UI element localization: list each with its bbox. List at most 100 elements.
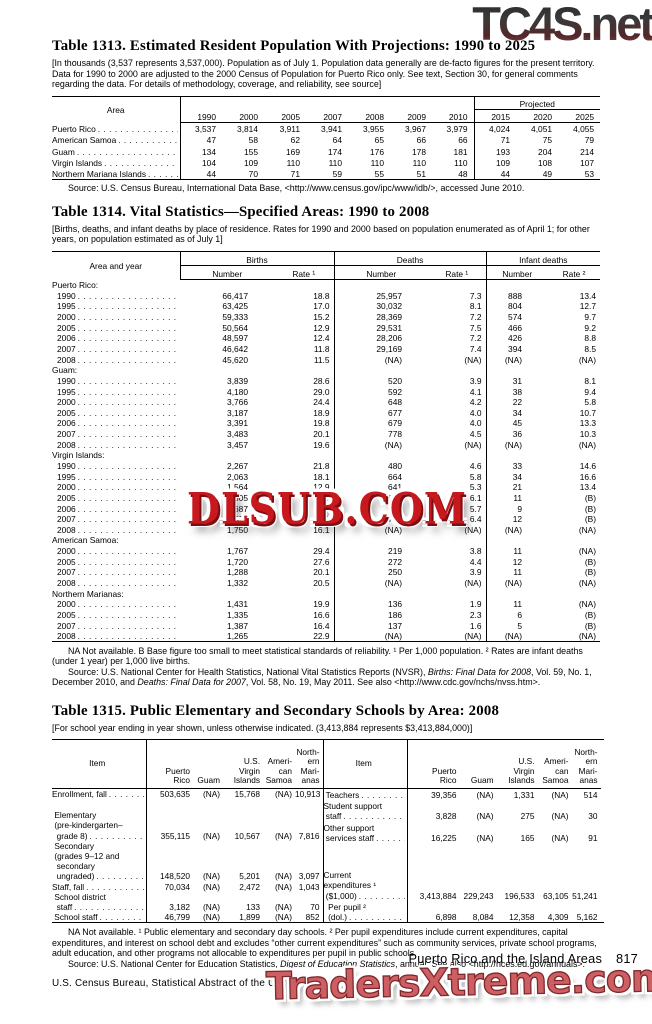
dot-leader: . . . . . . . . . . . . . . . . . . . . … [361,789,405,800]
dot-leader: . . . . . . . . . . . . . . . . . . . . … [77,630,177,641]
column-header-american-samoa: Ameri- can Samoa [537,740,572,789]
table-row: 1995. . . . . . . . . . . . . . . . . . … [57,300,597,312]
column-group-births: Births [180,251,335,266]
watermark-tc4s: TC4S.net [472,0,652,51]
column-header-rate: Rate ¹ [274,265,335,280]
table-row: 2005. . . . . . . . . . . . . . . . . . … [57,322,597,333]
column-header-number: Number [180,265,274,280]
table-row: 2000. . . . . . . . . . . . . . . . . . … [57,396,597,408]
column-header-virgin-islands: U.S. Virgin Islands [223,740,263,789]
dot-leader: . . . . . . . . . . . . . . . . . . . . … [77,578,177,589]
dot-leader: . . . . . . . . . . . . . . . . . . . . … [349,912,405,923]
column-header-year: 1990 [180,109,222,124]
table1315: Item Puerto Rico Guam U.S. Virgin Island… [52,739,604,924]
page-footer: Puerto Rico and the Island Areas 817 [409,951,638,966]
dot-leader: . . . . . . . . . . . . . . . . . . . . … [108,788,144,799]
table-row: Secondary (grades 9–12 and secondary ung… [52,840,320,882]
table-row: 1995. . . . . . . . . . . . . . . . . . … [57,385,597,397]
dot-leader: . . . . . . . . . . . . . . . . . . . . … [148,169,177,180]
dot-leader: . . . . . . . . . . . . . . . . . . . . … [77,397,177,408]
table-row: Other support services staff. . . . . . … [323,821,598,843]
dot-leader: . . . . . . . . . . . . . . . . . . . . … [77,312,177,323]
column-group-infant-deaths: Infant deaths [485,251,601,266]
table-row: 2008. . . . . . . . . . . . . . . . . . … [57,524,597,535]
table-row: 2000. . . . . . . . . . . . . . . . . . … [57,598,597,610]
dot-leader: . . . . . . . . . . . . . . . . . . . . … [77,290,177,301]
table-row: Virgin Islands: [52,449,600,461]
dot-leader: . . . . . . . . . . . . . . . . . . . . … [77,609,177,620]
dot-leader: . . . . . . . . . . . . . . . . . . . . … [77,429,177,440]
table-row: 2005. . . . . . . . . . . . . . . . . . … [57,492,597,503]
column-header-item: Item [323,740,408,789]
table-row: 2008. . . . . . . . . . . . . . . . . . … [57,439,597,450]
table-row: 2005. . . . . . . . . . . . . . . . . . … [57,609,597,620]
dot-leader: . . . . . . . . . . . . . . . . . . . . … [376,832,405,843]
table-row: 2007. . . . . . . . . . . . . . . . . . … [57,566,597,578]
column-header-year: 2015 [473,109,517,124]
table-row: 2000. . . . . . . . . . . . . . . . . . … [57,481,597,493]
table-row: 2006. . . . . . . . . . . . . . . . . . … [57,417,597,429]
column-header-puerto-rico: Puerto Rico [145,740,193,789]
table-row: Virgin Islands. . . . . . . . . . . . . … [52,156,595,169]
table-row: Enrollment, fall. . . . . . . . . . . . … [52,788,321,800]
dot-leader: . . . . . . . . . . . . . . . . . . . . … [99,912,144,923]
dot-leader: . . . . . . . . . . . . . . . . . . . . … [86,881,143,892]
table-row: Northern Mariana Islands. . . . . . . . … [52,168,595,180]
dot-leader: . . . . . . . . . . . . . . . . . . . . … [77,567,177,578]
table-row: Puerto Rico. . . . . . . . . . . . . . .… [52,122,595,134]
column-header-year: 2007 [306,109,348,124]
table-row: 2005. . . . . . . . . . . . . . . . . . … [57,407,597,418]
column-header-year: 2009 [390,109,432,124]
column-header-number: Number [485,265,549,280]
table1313-note: [In thousands (3,537 represents 3,537,00… [52,58,595,90]
table1313-source: Source: U.S. Census Bureau, Internationa… [68,183,525,194]
table-row: 2008. . . . . . . . . . . . . . . . . . … [57,630,597,642]
table-row: Puerto Rico: [52,279,600,291]
table1313: Area Projected 1990 2000 2005 2007 2008 … [52,96,601,181]
table1315-left: Item Puerto Rico Guam U.S. Virgin Island… [52,740,324,923]
table1314-title: Table 1314. Vital Statistics—Specified A… [52,203,430,220]
dot-leader: . . . . . . . . . . . . . . . . . . . . … [96,871,143,882]
table1314-footnotes: NA Not available. B Base figure too smal… [52,646,604,688]
table1315-note: [For school year ending in year shown, u… [52,722,473,733]
column-header-rate: Rate ¹ [428,265,487,280]
table-row: 2007. . . . . . . . . . . . . . . . . . … [57,343,597,354]
dot-leader: . . . . . . . . . . . . . . . . . . . . … [77,386,177,397]
column-header-guam: Guam [193,740,223,789]
column-header-virgin-islands: U.S. Virgin Islands [496,740,538,789]
table1315-source: Source: U.S. National Center for Educati… [68,958,586,969]
table-row: 1990. . . . . . . . . . . . . . . . . . … [57,290,597,301]
dot-leader: . . . . . . . . . . . . . . . . . . . . … [77,439,177,450]
table-row: Guam. . . . . . . . . . . . . . . . . . … [52,145,595,157]
dot-leader: . . . . . . . . . . . . . . . . . . . . … [77,301,177,312]
dot-leader: . . . . . . . . . . . . . . . . . . . . … [77,322,177,333]
table-row: 2007. . . . . . . . . . . . . . . . . . … [57,513,597,525]
dot-leader: . . . . . . . . . . . . . . . . . . . . … [77,418,177,429]
column-header-year: 2020 [516,109,559,124]
table-row: Student support staff. . . . . . . . . .… [323,799,598,822]
table-row: 2000. . . . . . . . . . . . . . . . . . … [57,311,597,323]
table-row: Current expenditures ¹ ($1,000). . . . .… [324,842,601,901]
page-number: 817 [616,951,638,966]
column-header-american-samoa: Ameri- can Samoa [263,740,295,789]
dot-leader: . . . . . . . . . . . . . . . . . . . . … [89,830,144,841]
column-header-northern-marianas: North- ern Mari- anas [295,740,323,789]
dot-leader: . . . . . . . . . . . . . . . . . . . . … [77,461,177,471]
column-group-deaths: Deaths [333,251,487,266]
dot-leader: . . . . . . . . . . . . . . . . . . . . … [77,333,177,344]
dot-leader: . . . . . . . . . . . . . . . . . . . . … [118,135,178,146]
column-header-number: Number [333,265,429,280]
dot-leader: . . . . . . . . . . . . . . . . . . . . … [77,620,177,631]
table-row: 2006. . . . . . . . . . . . . . . . . . … [57,502,597,514]
column-header-year: 2008 [348,109,390,124]
table-row: 2008. . . . . . . . . . . . . . . . . . … [57,577,597,589]
table-row: 2000. . . . . . . . . . . . . . . . . . … [57,545,597,557]
chapter-label: Puerto Rico and the Island Areas [408,951,603,966]
table-row: Guam: [52,364,600,376]
table-row: 1990. . . . . . . . . . . . . . . . . . … [57,460,597,471]
dot-leader: . . . . . . . . . . . . . . . . . . . . … [77,482,177,493]
table1314-footnote: NA Not available. B Base figure too smal… [52,645,583,667]
table-row: Per pupil ² (dol.). . . . . . . . . . . … [323,900,598,923]
table-row: American Samoa. . . . . . . . . . . . . … [52,134,595,146]
